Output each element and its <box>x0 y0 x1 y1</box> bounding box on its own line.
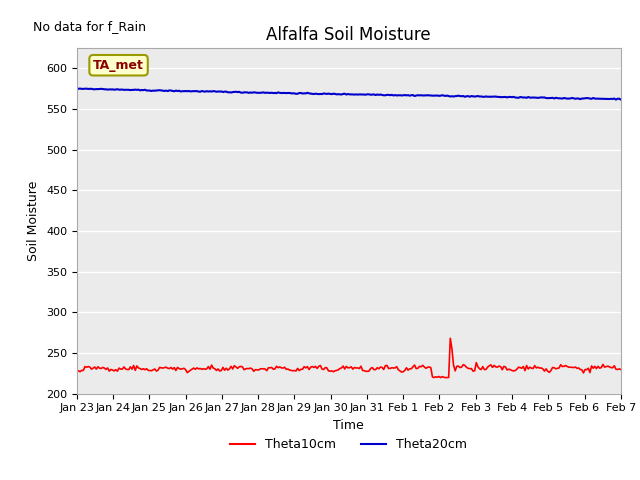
Theta20cm <box>195 89 202 95</box>
Theta10cm <box>447 336 454 341</box>
Line: Theta10cm: Theta10cm <box>77 338 621 378</box>
Line: Theta20cm: Theta20cm <box>77 89 621 100</box>
Theta20cm <box>76 86 84 92</box>
X-axis label: Time: Time <box>333 419 364 432</box>
Text: TA_met: TA_met <box>93 59 144 72</box>
Theta10cm <box>236 364 243 370</box>
Theta20cm <box>81 86 89 92</box>
Theta10cm <box>617 367 625 372</box>
Theta10cm <box>436 375 444 381</box>
Title: Alfalfa Soil Moisture: Alfalfa Soil Moisture <box>266 25 431 44</box>
Theta10cm <box>79 368 87 373</box>
Theta20cm <box>520 95 527 100</box>
Theta10cm <box>527 365 535 371</box>
Theta20cm <box>237 90 244 96</box>
Theta20cm <box>612 97 620 103</box>
Theta10cm <box>521 368 529 373</box>
Theta20cm <box>73 86 81 92</box>
Text: No data for f_Rain: No data for f_Rain <box>33 20 147 33</box>
Theta20cm <box>617 96 625 102</box>
Theta20cm <box>526 95 534 100</box>
Theta10cm <box>193 365 201 371</box>
Legend: Theta10cm, Theta20cm: Theta10cm, Theta20cm <box>225 433 472 456</box>
Theta10cm <box>73 368 81 374</box>
Theta20cm <box>380 93 388 98</box>
Y-axis label: Soil Moisture: Soil Moisture <box>28 180 40 261</box>
Theta10cm <box>378 364 386 370</box>
